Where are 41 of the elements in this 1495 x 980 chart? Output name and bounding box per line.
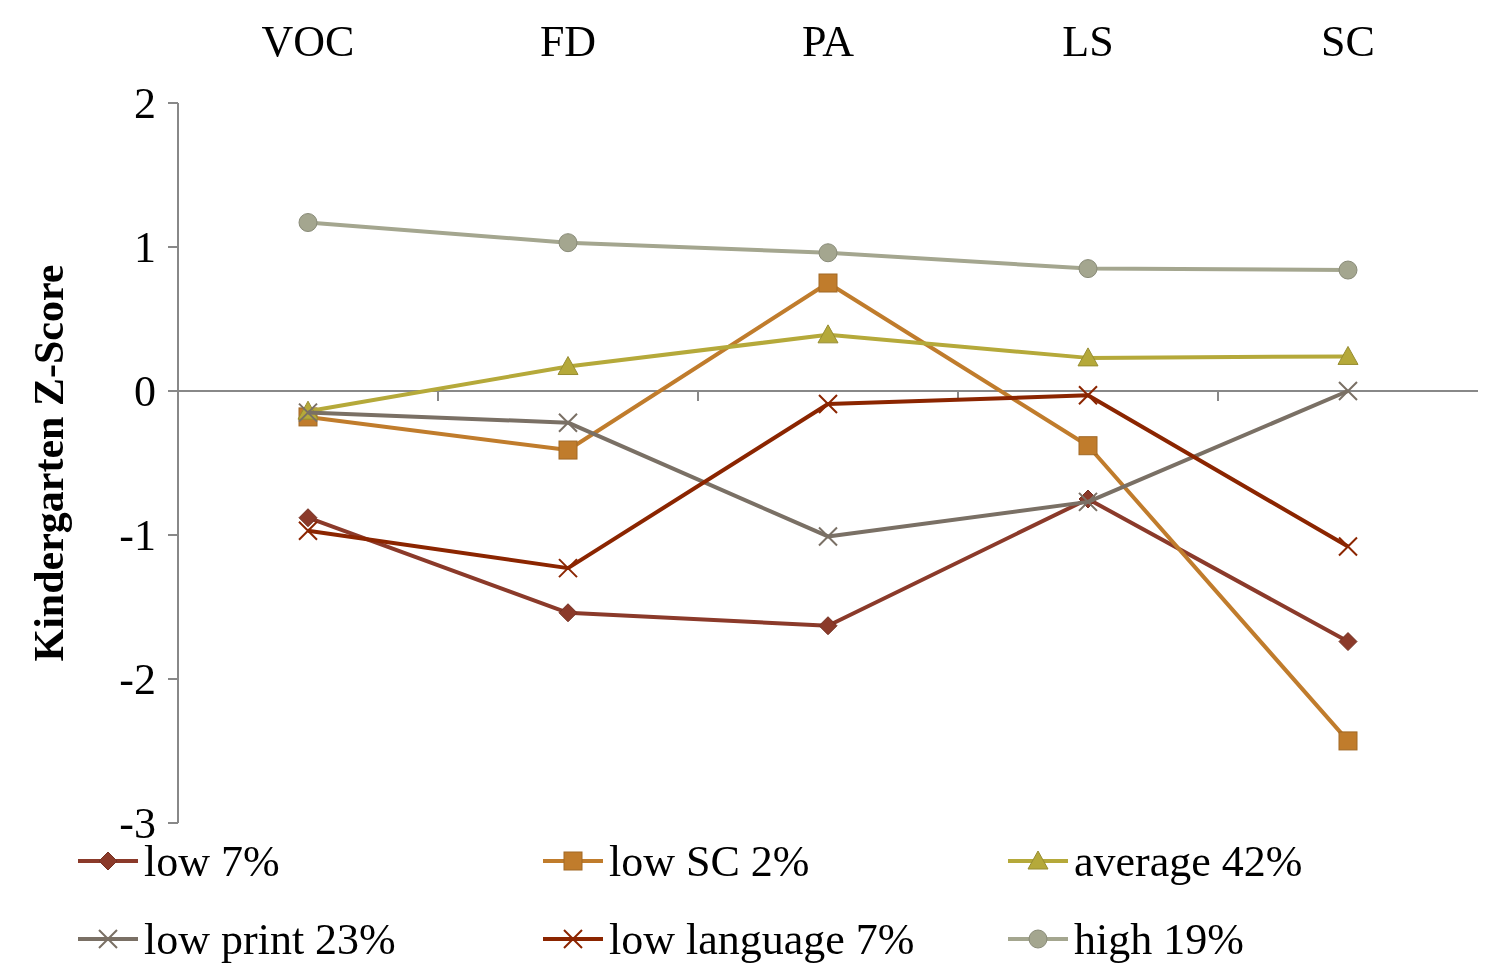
point [558,558,578,579]
legend-label: low print 23% [144,915,396,965]
x-tick-label: FD [539,17,597,66]
x-tick-label: LS [1062,17,1114,66]
y-axis-title: Kindergarten Z-Score [26,264,72,662]
point [558,412,578,433]
point [818,273,838,293]
point [818,526,838,547]
point [818,243,838,263]
point [557,356,579,376]
point [817,324,839,344]
y-tick-label: 2 [134,79,156,129]
x-tick-label: PA [801,17,855,66]
point [298,508,318,528]
point [1338,536,1358,557]
point [818,616,838,636]
point [1078,436,1098,456]
point [1077,347,1099,367]
legend-label: high 19% [1074,915,1244,965]
point [1338,632,1358,652]
point [558,603,578,623]
legend-label: low language 7% [609,915,915,965]
x-tick-label: VOC [261,17,355,66]
y-tick-label: 0 [134,367,156,417]
y-tick-label: -2 [119,655,156,705]
legend-label: low SC 2% [609,837,810,887]
y-tick-label: 1 [134,223,156,273]
point [818,393,838,414]
x-tick-label: SC [1321,17,1375,66]
point [1337,345,1359,365]
point [298,213,318,233]
point [1078,259,1098,279]
legend-label: average 42% [1074,837,1303,887]
point [1338,381,1358,401]
point [558,440,578,460]
point [1078,385,1098,406]
point [1338,260,1358,280]
y-tick-label: -1 [119,511,156,561]
point [1338,731,1358,751]
point [298,520,318,541]
point [558,233,578,253]
